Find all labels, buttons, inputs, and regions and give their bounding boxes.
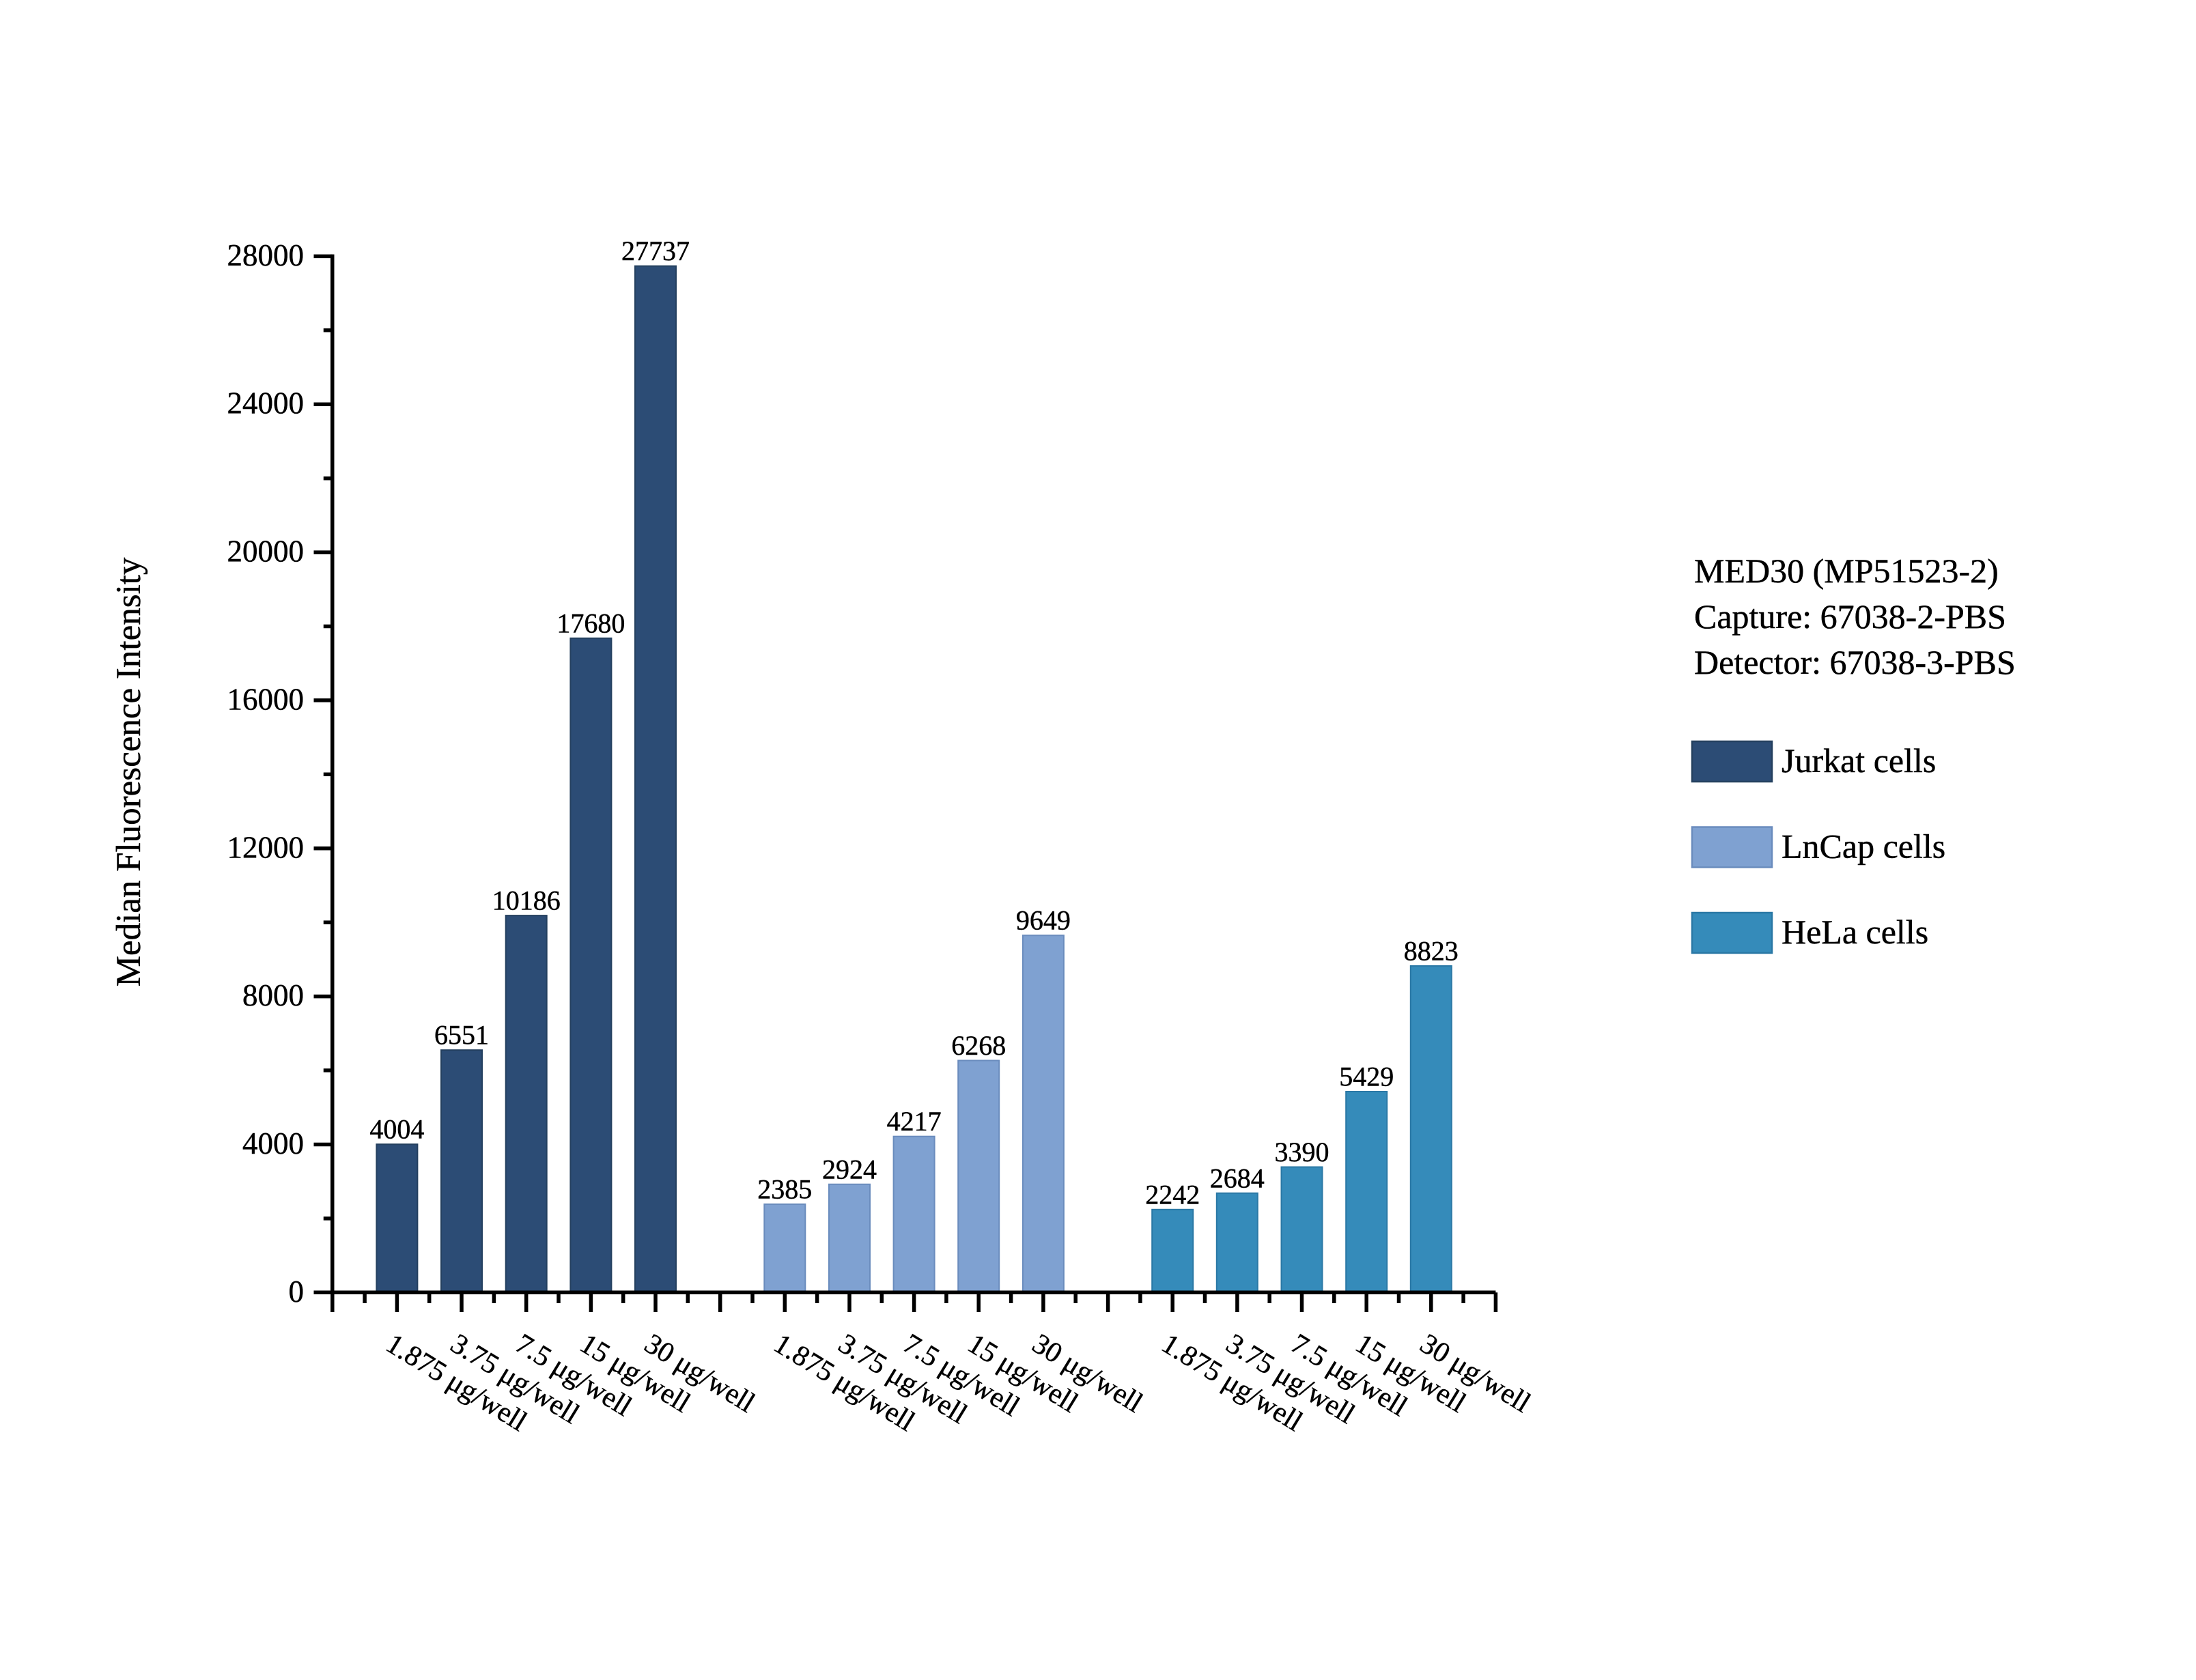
svg-text:0: 0 — [289, 1275, 305, 1309]
svg-text:Capture: 67038-2-PBS: Capture: 67038-2-PBS — [1694, 597, 2006, 636]
svg-text:28000: 28000 — [227, 238, 305, 272]
svg-text:12000: 12000 — [227, 830, 305, 864]
svg-text:2924: 2924 — [822, 1154, 877, 1184]
svg-text:5429: 5429 — [1339, 1062, 1394, 1092]
svg-text:LnCap cells: LnCap cells — [1782, 827, 1945, 866]
svg-text:4000: 4000 — [242, 1126, 304, 1161]
svg-text:3390: 3390 — [1275, 1137, 1329, 1167]
svg-text:MED30 (MP51523-2): MED30 (MP51523-2) — [1694, 552, 1999, 590]
svg-text:2684: 2684 — [1210, 1163, 1265, 1193]
svg-text:2385: 2385 — [757, 1174, 812, 1205]
svg-text:20000: 20000 — [227, 535, 305, 569]
svg-text:4004: 4004 — [369, 1114, 424, 1145]
svg-text:4217: 4217 — [887, 1106, 942, 1137]
svg-text:8000: 8000 — [242, 978, 304, 1012]
svg-text:8823: 8823 — [1404, 936, 1459, 967]
svg-text:6268: 6268 — [951, 1030, 1006, 1061]
svg-text:Jurkat cells: Jurkat cells — [1782, 741, 1936, 780]
svg-text:Detector: 67038-3-PBS: Detector: 67038-3-PBS — [1694, 643, 2016, 681]
svg-text:9649: 9649 — [1016, 905, 1071, 936]
svg-text:Median Fluorescence Intensity: Median Fluorescence Intensity — [110, 557, 148, 986]
svg-text:17680: 17680 — [557, 608, 625, 638]
svg-text:6551: 6551 — [434, 1020, 489, 1051]
svg-text:27737: 27737 — [621, 236, 690, 266]
svg-text:HeLa cells: HeLa cells — [1782, 913, 1928, 951]
svg-text:24000: 24000 — [227, 386, 305, 421]
svg-text:2242: 2242 — [1145, 1179, 1200, 1210]
svg-text:16000: 16000 — [227, 682, 305, 716]
svg-text:10186: 10186 — [492, 885, 561, 916]
